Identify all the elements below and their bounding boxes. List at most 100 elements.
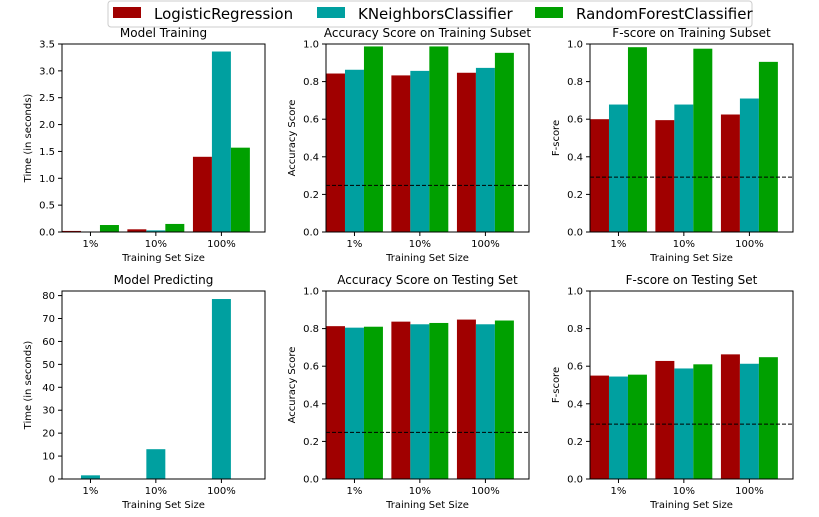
y-tick-label: 40 bbox=[42, 383, 55, 394]
x-tick-label: 10% bbox=[409, 239, 431, 250]
y-tick-label: 2.0 bbox=[39, 120, 55, 131]
bar-logisticregression-100pct bbox=[456, 72, 476, 232]
x-tick-label: 1% bbox=[611, 486, 627, 497]
bar-kneighborsclassifier-10pct bbox=[674, 104, 694, 232]
legend-label: KNeighborsClassifier bbox=[358, 5, 513, 23]
bar-logisticregression-100pct bbox=[456, 319, 476, 479]
y-tick-label: 2.5 bbox=[39, 93, 55, 104]
y-tick-label: 0.2 bbox=[567, 190, 583, 201]
y-tick-label: 0.2 bbox=[567, 437, 583, 448]
y-tick-label: 3.5 bbox=[39, 40, 55, 51]
y-tick-label: 0 bbox=[49, 475, 55, 486]
y-tick-label: 60 bbox=[42, 337, 55, 348]
bar-randomforestclassifier-10pct bbox=[693, 364, 713, 479]
x-tick-label: 10% bbox=[409, 486, 431, 497]
y-axis-label: Accuracy Score bbox=[287, 347, 298, 424]
bar-randomforestclassifier-100pct bbox=[230, 147, 250, 232]
x-axis-label: Training Set Size bbox=[649, 253, 733, 264]
x-axis-label: Training Set Size bbox=[385, 500, 469, 511]
legend-label: LogisticRegression bbox=[154, 5, 293, 23]
bar-randomforestclassifier-1pct bbox=[627, 374, 647, 479]
panel-2: 0.0 0.2 0.4 0.6 0.8 1.0 1% 10% 100% Accuracy Scor… bbox=[287, 26, 531, 264]
bar-randomforestclassifier-1pct bbox=[627, 47, 647, 233]
bar-kneighborsclassifier-1pct bbox=[608, 376, 628, 479]
x-tick-label: 1% bbox=[83, 239, 99, 250]
legend-swatch bbox=[113, 7, 141, 18]
x-axis-label: Training Set Size bbox=[385, 253, 469, 264]
bar-logisticregression-1pct bbox=[62, 230, 81, 232]
bar-randomforestclassifier-10pct bbox=[693, 48, 713, 233]
bar-kneighborsclassifier-1pct bbox=[608, 104, 628, 232]
bar-randomforestclassifier-1pct bbox=[363, 46, 383, 232]
plot-frame bbox=[589, 290, 794, 480]
x-tick-label: 100% bbox=[735, 486, 764, 497]
bar-logisticregression-100pct bbox=[720, 354, 740, 479]
bar-randomforestclassifier-100pct bbox=[758, 61, 778, 232]
y-tick-label: 0.8 bbox=[303, 324, 319, 335]
bar-kneighborsclassifier-10pct bbox=[410, 324, 430, 479]
bar-kneighborsclassifier-1pct bbox=[80, 475, 100, 479]
y-tick-label: 30 bbox=[42, 406, 55, 417]
x-tick-label: 100% bbox=[207, 486, 236, 497]
y-tick-label: 0.2 bbox=[303, 190, 319, 201]
bar-randomforestclassifier-100pct bbox=[494, 52, 514, 233]
y-tick-label: 0.4 bbox=[567, 399, 583, 410]
bar-randomforestclassifier-1pct bbox=[99, 225, 119, 232]
bar-logisticregression-1pct bbox=[590, 375, 609, 479]
x-tick-label: 100% bbox=[207, 239, 236, 250]
bar-logisticregression-1pct bbox=[326, 73, 345, 233]
bar-kneighborsclassifier-100pct bbox=[211, 51, 231, 232]
panel-title: Accuracy Score on Testing Set bbox=[337, 273, 518, 287]
x-tick-label: 100% bbox=[471, 486, 500, 497]
x-tick-label: 10% bbox=[673, 486, 695, 497]
y-tick-label: 0.6 bbox=[303, 362, 319, 373]
plot-frame bbox=[325, 290, 530, 480]
bar-randomforestclassifier-100pct bbox=[758, 357, 778, 479]
bar-kneighborsclassifier-1pct bbox=[344, 327, 364, 479]
x-tick-label: 1% bbox=[347, 239, 363, 250]
bar-logisticregression-100pct bbox=[720, 114, 740, 232]
y-tick-label: 0.5 bbox=[39, 201, 55, 212]
x-tick-label: 100% bbox=[471, 239, 500, 250]
plot-frame bbox=[325, 43, 530, 233]
bar-logisticregression-100pct bbox=[192, 156, 212, 232]
y-tick-label: 1.5 bbox=[39, 147, 55, 158]
y-axis-label: F-score bbox=[551, 120, 562, 156]
y-tick-label: 10 bbox=[42, 452, 55, 463]
bar-logisticregression-10pct bbox=[127, 229, 147, 232]
bar-kneighborsclassifier-100pct bbox=[475, 324, 495, 479]
y-tick-label: 1.0 bbox=[567, 287, 583, 298]
y-tick-label: 0.0 bbox=[567, 475, 583, 486]
y-tick-label: 3.0 bbox=[39, 66, 55, 77]
x-tick-label: 1% bbox=[347, 486, 363, 497]
bar-logisticregression-10pct bbox=[655, 120, 675, 232]
legend-label: RandomForestClassifier bbox=[576, 5, 753, 23]
y-tick-label: 0.8 bbox=[303, 77, 319, 88]
y-tick-label: 0.8 bbox=[567, 77, 583, 88]
bar-randomforestclassifier-10pct bbox=[165, 223, 185, 232]
y-tick-label: 80 bbox=[42, 291, 55, 302]
bar-randomforestclassifier-1pct bbox=[363, 326, 383, 479]
panel-title: Accuracy Score on Training Subset bbox=[324, 26, 531, 40]
x-tick-label: 10% bbox=[673, 239, 695, 250]
y-tick-label: 0.8 bbox=[567, 324, 583, 335]
bar-kneighborsclassifier-100pct bbox=[739, 363, 759, 479]
y-tick-label: 70 bbox=[42, 314, 55, 325]
panel-4: 0 10 20 30 40 50 60 70 80 1% 10% 100% Model Predicti… bbox=[23, 273, 266, 511]
y-tick-label: 0.0 bbox=[39, 228, 55, 239]
y-tick-label: 0.0 bbox=[567, 228, 583, 239]
panel-3: 0.0 0.2 0.4 0.6 0.8 1.0 1% 10% 100% F-score on Tr… bbox=[551, 26, 794, 264]
y-tick-label: 0.6 bbox=[567, 115, 583, 126]
y-tick-label: 0.0 bbox=[303, 228, 319, 239]
x-tick-label: 10% bbox=[145, 239, 167, 250]
y-tick-label: 0.4 bbox=[567, 152, 583, 163]
legend-frame bbox=[107, 0, 753, 28]
panel-title: F-score on Training Subset bbox=[612, 26, 771, 40]
y-tick-label: 0.0 bbox=[303, 475, 319, 486]
y-tick-label: 1.0 bbox=[567, 40, 583, 51]
panel-title: F-score on Testing Set bbox=[626, 273, 758, 287]
panel-5: 0.0 0.2 0.4 0.6 0.8 1.0 1% 10% 100% Accuracy Scor… bbox=[287, 273, 530, 511]
x-tick-label: 10% bbox=[145, 486, 167, 497]
legend-swatch bbox=[535, 7, 563, 18]
